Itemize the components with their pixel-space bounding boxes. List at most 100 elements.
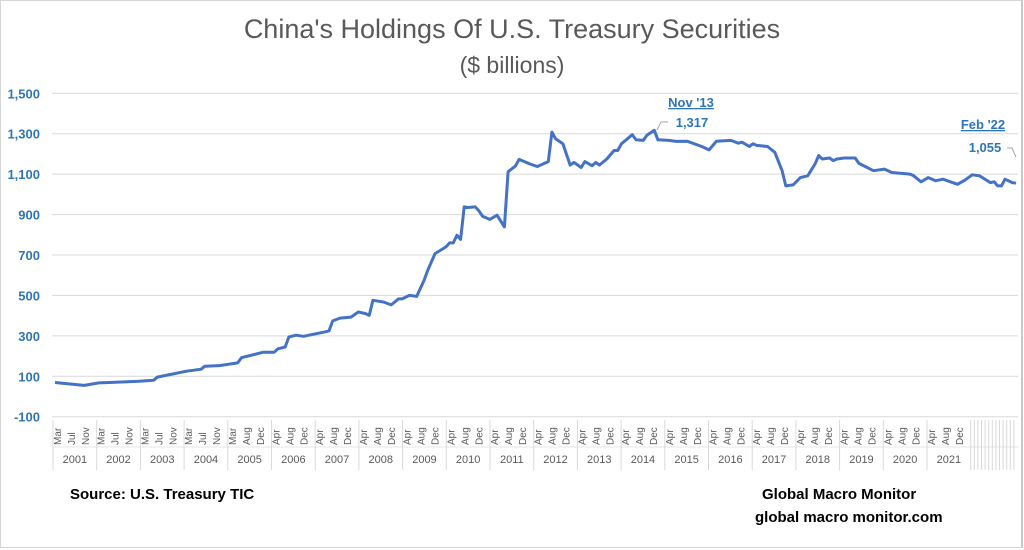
month-tick-label: Jul <box>111 432 122 445</box>
y-tick-label: 100 <box>18 369 40 384</box>
year-tick-label: 2009 <box>412 454 436 466</box>
month-tick-label: Apr <box>490 429 501 445</box>
month-tick-label: Mar <box>184 427 195 445</box>
month-tick-label: Mar <box>140 427 151 445</box>
year-tick-label: 2018 <box>806 454 830 466</box>
annotation-value: 1,055 <box>969 140 1002 155</box>
month-tick-label: Mar <box>53 427 64 445</box>
year-tick-label: 2016 <box>718 454 742 466</box>
month-tick-label: Dec <box>911 427 922 445</box>
month-tick-label: Jul <box>67 432 78 445</box>
year-tick-label: 2008 <box>369 454 393 466</box>
month-tick-label: Apr <box>359 429 370 445</box>
year-tick-label: 2014 <box>631 454 655 466</box>
month-tick-label: Aug <box>373 427 384 445</box>
month-tick-label: Dec <box>256 427 267 445</box>
month-tick-label: Aug <box>548 427 559 445</box>
month-tick-label: Dec <box>474 427 485 445</box>
brand-website: global macro monitor.com <box>755 509 943 526</box>
month-tick-label: Dec <box>431 427 442 445</box>
month-tick-label: Dec <box>343 427 354 445</box>
month-tick-label: Aug <box>897 427 908 445</box>
month-tick-label: Apr <box>752 429 763 445</box>
year-tick-label: 2001 <box>63 454 87 466</box>
month-tick-label: Dec <box>780 427 791 445</box>
month-tick-label: Aug <box>242 427 253 445</box>
month-tick-label: Aug <box>417 427 428 445</box>
month-tick-label: Dec <box>955 427 966 445</box>
y-tick-label: 300 <box>18 329 40 344</box>
month-tick-label: Apr <box>315 429 326 445</box>
month-tick-label: Dec <box>737 427 748 445</box>
month-tick-label: Nov <box>168 427 179 445</box>
month-tick-label: Nov <box>81 427 92 445</box>
month-tick-label: Dec <box>518 427 529 445</box>
month-tick-label: Nov <box>125 427 136 445</box>
month-tick-label: Apr <box>446 429 457 445</box>
year-tick-label: 2006 <box>281 454 305 466</box>
year-tick-label: 2015 <box>674 454 698 466</box>
month-tick-label: Apr <box>403 429 414 445</box>
month-tick-label: Aug <box>286 427 297 445</box>
month-tick-label: Mar <box>97 427 108 445</box>
year-tick-label: 2010 <box>456 454 480 466</box>
brand-name: Global Macro Monitor <box>762 486 917 503</box>
month-tick-label: Mar <box>228 427 239 445</box>
month-tick-label: Jul <box>198 432 209 445</box>
month-tick-label: Apr <box>840 429 851 445</box>
year-tick-label: 2004 <box>194 454 218 466</box>
month-tick-label: Apr <box>927 429 938 445</box>
year-tick-label: 2017 <box>762 454 786 466</box>
y-tick-label: 500 <box>18 288 40 303</box>
month-tick-label: Aug <box>941 427 952 445</box>
year-tick-label: 2020 <box>893 454 917 466</box>
y-tick-label: 1,300 <box>7 127 40 142</box>
annotation-date: Feb '22 <box>961 117 1005 132</box>
y-tick-label: 1,500 <box>7 86 40 101</box>
month-tick-label: Dec <box>300 427 311 445</box>
month-tick-label: Apr <box>883 429 894 445</box>
y-tick-label: 700 <box>18 248 40 263</box>
year-tick-label: 2013 <box>587 454 611 466</box>
month-tick-label: Dec <box>693 427 704 445</box>
annotation-date: Nov '13 <box>668 95 714 110</box>
month-tick-label: Aug <box>679 427 690 445</box>
y-tick-label: 1,100 <box>7 167 40 182</box>
year-tick-label: 2002 <box>106 454 130 466</box>
month-tick-label: Dec <box>824 427 835 445</box>
year-tick-label: 2012 <box>543 454 567 466</box>
month-tick-label: Apr <box>577 429 588 445</box>
month-tick-label: Aug <box>460 427 471 445</box>
month-tick-label: Dec <box>868 427 879 445</box>
y-tick-label: 900 <box>18 208 40 223</box>
year-tick-label: 2003 <box>150 454 174 466</box>
month-tick-label: Apr <box>709 429 720 445</box>
month-tick-label: Aug <box>504 427 515 445</box>
month-tick-label: Nov <box>212 427 223 445</box>
month-tick-label: Apr <box>796 429 807 445</box>
month-tick-label: Aug <box>810 427 821 445</box>
year-tick-label: 2019 <box>849 454 873 466</box>
chart-subtitle: ($ billions) <box>459 52 565 78</box>
month-tick-label: Dec <box>562 427 573 445</box>
month-tick-label: Aug <box>766 427 777 445</box>
holdings-series-line <box>54 128 1017 387</box>
year-tick-label: 2005 <box>237 454 261 466</box>
month-tick-label: Dec <box>387 427 398 445</box>
chart-title: China's Holdings Of U.S. Treasury Securi… <box>243 14 781 44</box>
y-tick-label: -100 <box>14 410 40 425</box>
source-note: Source: U.S. Treasury TIC <box>70 486 255 503</box>
annotation-leader-line <box>656 121 668 131</box>
month-tick-label: Dec <box>605 427 616 445</box>
year-tick-label: 2007 <box>325 454 349 466</box>
month-tick-label: Apr <box>272 429 283 445</box>
year-tick-label: 2011 <box>500 454 524 466</box>
month-tick-label: Apr <box>665 429 676 445</box>
year-tick-label: 2021 <box>937 454 961 466</box>
month-tick-label: Aug <box>854 427 865 445</box>
annotation-leader-line <box>1007 147 1017 158</box>
month-tick-label: Aug <box>723 427 734 445</box>
month-tick-label: Apr <box>534 429 545 445</box>
